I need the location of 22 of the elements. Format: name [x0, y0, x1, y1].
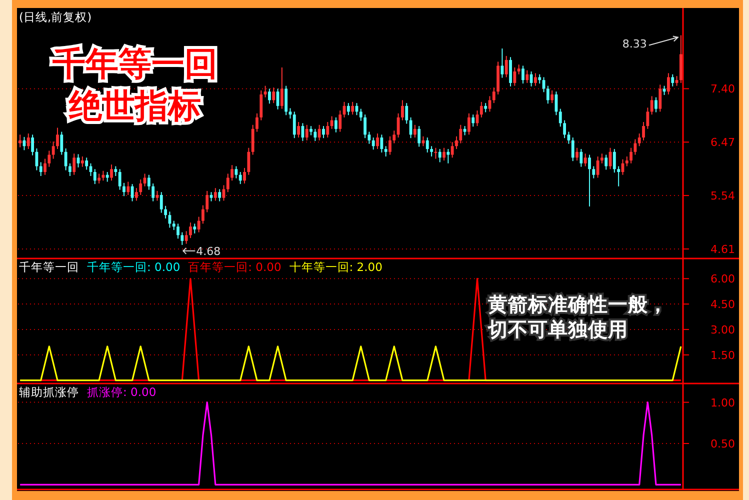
annotation: 8.33	[622, 37, 647, 50]
y-tick-label: 4.61	[710, 242, 735, 256]
annotation: 千年等一回	[52, 44, 218, 83]
y-tick-label: 5.54	[710, 190, 735, 203]
y-tick-label: 7.40	[710, 82, 735, 96]
chart-title: 辅助抓涨停	[19, 385, 79, 399]
y-tick-label: 0.50	[710, 438, 735, 451]
legend-label: 千年等一回: 0.00	[87, 260, 180, 274]
annotation: 黄箭标准确性一般，切不可单独使用	[487, 293, 668, 341]
annotation: 绝世指标	[68, 86, 201, 125]
y-tick-label: 3.00	[710, 323, 735, 336]
series-label: 百年等一回: 0.00	[188, 260, 282, 274]
y-tick-label: 4.50	[710, 298, 735, 312]
y-tick-label: 6.00	[710, 272, 735, 286]
chart-title: (日线,前复权)	[19, 10, 92, 24]
text: 十年等一回: 2.00	[289, 260, 382, 274]
chart-title: 千年等一回	[19, 260, 79, 274]
y-tick-label: 1.50	[710, 348, 735, 362]
text: 抓涨停: 0.00	[87, 385, 156, 399]
y-tick-label: 6.47	[710, 136, 735, 150]
annotation: 4.68	[196, 244, 221, 258]
y-tick-label: 1.00	[710, 396, 735, 410]
